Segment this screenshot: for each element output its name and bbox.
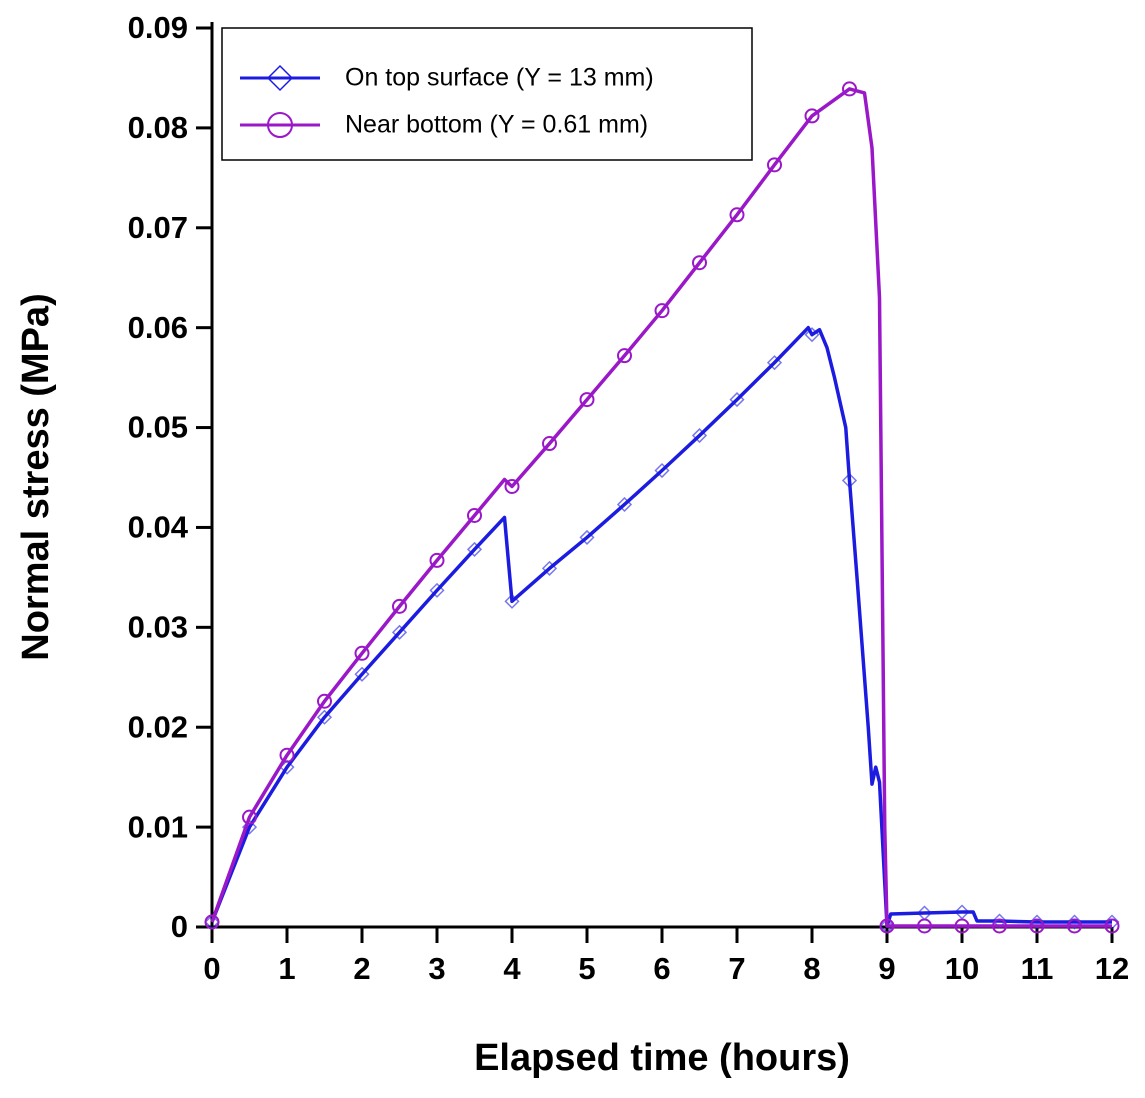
marker: [1029, 918, 1045, 934]
x-tick-label: 10: [945, 951, 979, 986]
series: [204, 81, 1120, 934]
marker: [317, 693, 332, 709]
marker: [391, 624, 408, 640]
marker: [804, 327, 820, 343]
y-tick-label: 0.07: [128, 210, 188, 245]
series-line: [210, 87, 1112, 928]
marker: [804, 108, 820, 124]
y-tick-label: 0.08: [128, 110, 188, 145]
marker: [354, 645, 370, 661]
x-tick-label: 2: [353, 951, 370, 986]
marker: [279, 747, 295, 763]
marker: [954, 918, 970, 934]
x-tick-label: 12: [1095, 951, 1129, 986]
x-tick-label: 4: [503, 951, 521, 986]
legend: On top surface (Y = 13 mm) Near bottom (Y…: [221, 27, 753, 161]
legend-label: On top surface (Y = 13 mm): [345, 64, 654, 92]
x-tick-label: 8: [803, 951, 820, 986]
marker: [429, 582, 445, 598]
marker: [316, 709, 333, 725]
x-axis-title: Elapsed time (hours): [474, 1037, 850, 1079]
marker: [392, 598, 407, 614]
marker: [691, 427, 708, 444]
marker: [616, 496, 633, 513]
marker: [542, 436, 557, 452]
legend-box: [221, 27, 753, 161]
y-axis-title: Normal stress (MPa): [15, 293, 57, 660]
marker: [1029, 914, 1045, 930]
legend-label: Near bottom (Y = 0.61 mm): [345, 111, 648, 139]
x-tick-label: 5: [578, 951, 595, 986]
marker: [204, 914, 220, 930]
x-tick-label: 6: [653, 951, 670, 986]
marker: [879, 918, 895, 934]
marker: [841, 472, 858, 489]
y-tick-label: 0: [171, 909, 188, 944]
marker: [654, 462, 670, 479]
marker: [1104, 918, 1120, 934]
marker: [729, 392, 745, 408]
marker: [729, 207, 745, 223]
marker: [267, 112, 293, 138]
x-tick-label: 1: [278, 951, 295, 986]
marker: [767, 157, 782, 173]
y-tick-label: 0.03: [128, 610, 188, 645]
marker: [242, 809, 257, 825]
marker: [541, 560, 558, 576]
marker: [579, 392, 595, 408]
series: [204, 325, 1120, 934]
marker: [466, 541, 483, 557]
marker: [266, 64, 294, 92]
marker: [842, 81, 857, 97]
y-tick-label: 0.01: [128, 809, 188, 844]
marker: [654, 303, 670, 319]
marker: [992, 918, 1007, 934]
marker: [1066, 914, 1083, 930]
y-tick-label: 0.04: [128, 510, 189, 545]
x-tick-label: 0: [203, 951, 220, 986]
marker: [617, 348, 632, 364]
marker: [467, 507, 482, 523]
x-tick-label: 11: [1021, 951, 1054, 986]
marker: [354, 666, 370, 682]
series-line: [210, 325, 1112, 928]
y-tick-label: 0.06: [128, 310, 188, 345]
marker: [504, 478, 520, 494]
marker: [692, 255, 707, 271]
marker: [504, 593, 520, 609]
y-tick-label: 0.05: [128, 410, 188, 445]
x-tick-label: 7: [728, 951, 745, 986]
x-tick-label: 3: [428, 951, 445, 986]
marker: [1104, 914, 1120, 930]
y-tick-label: 0.02: [128, 709, 188, 744]
y-tick-label: 0.09: [128, 10, 188, 45]
marker: [429, 552, 445, 568]
x-tick-label: 9: [878, 951, 895, 986]
marker: [766, 355, 783, 371]
marker: [1067, 918, 1082, 934]
marker: [917, 918, 932, 934]
marker: [579, 529, 595, 545]
